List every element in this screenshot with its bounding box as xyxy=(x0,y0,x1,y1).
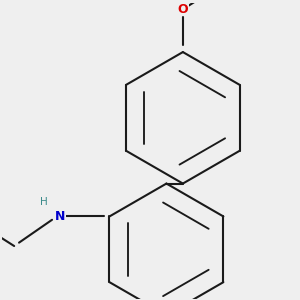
Text: N: N xyxy=(55,210,65,223)
Text: H: H xyxy=(40,196,48,207)
Text: O: O xyxy=(178,3,188,16)
